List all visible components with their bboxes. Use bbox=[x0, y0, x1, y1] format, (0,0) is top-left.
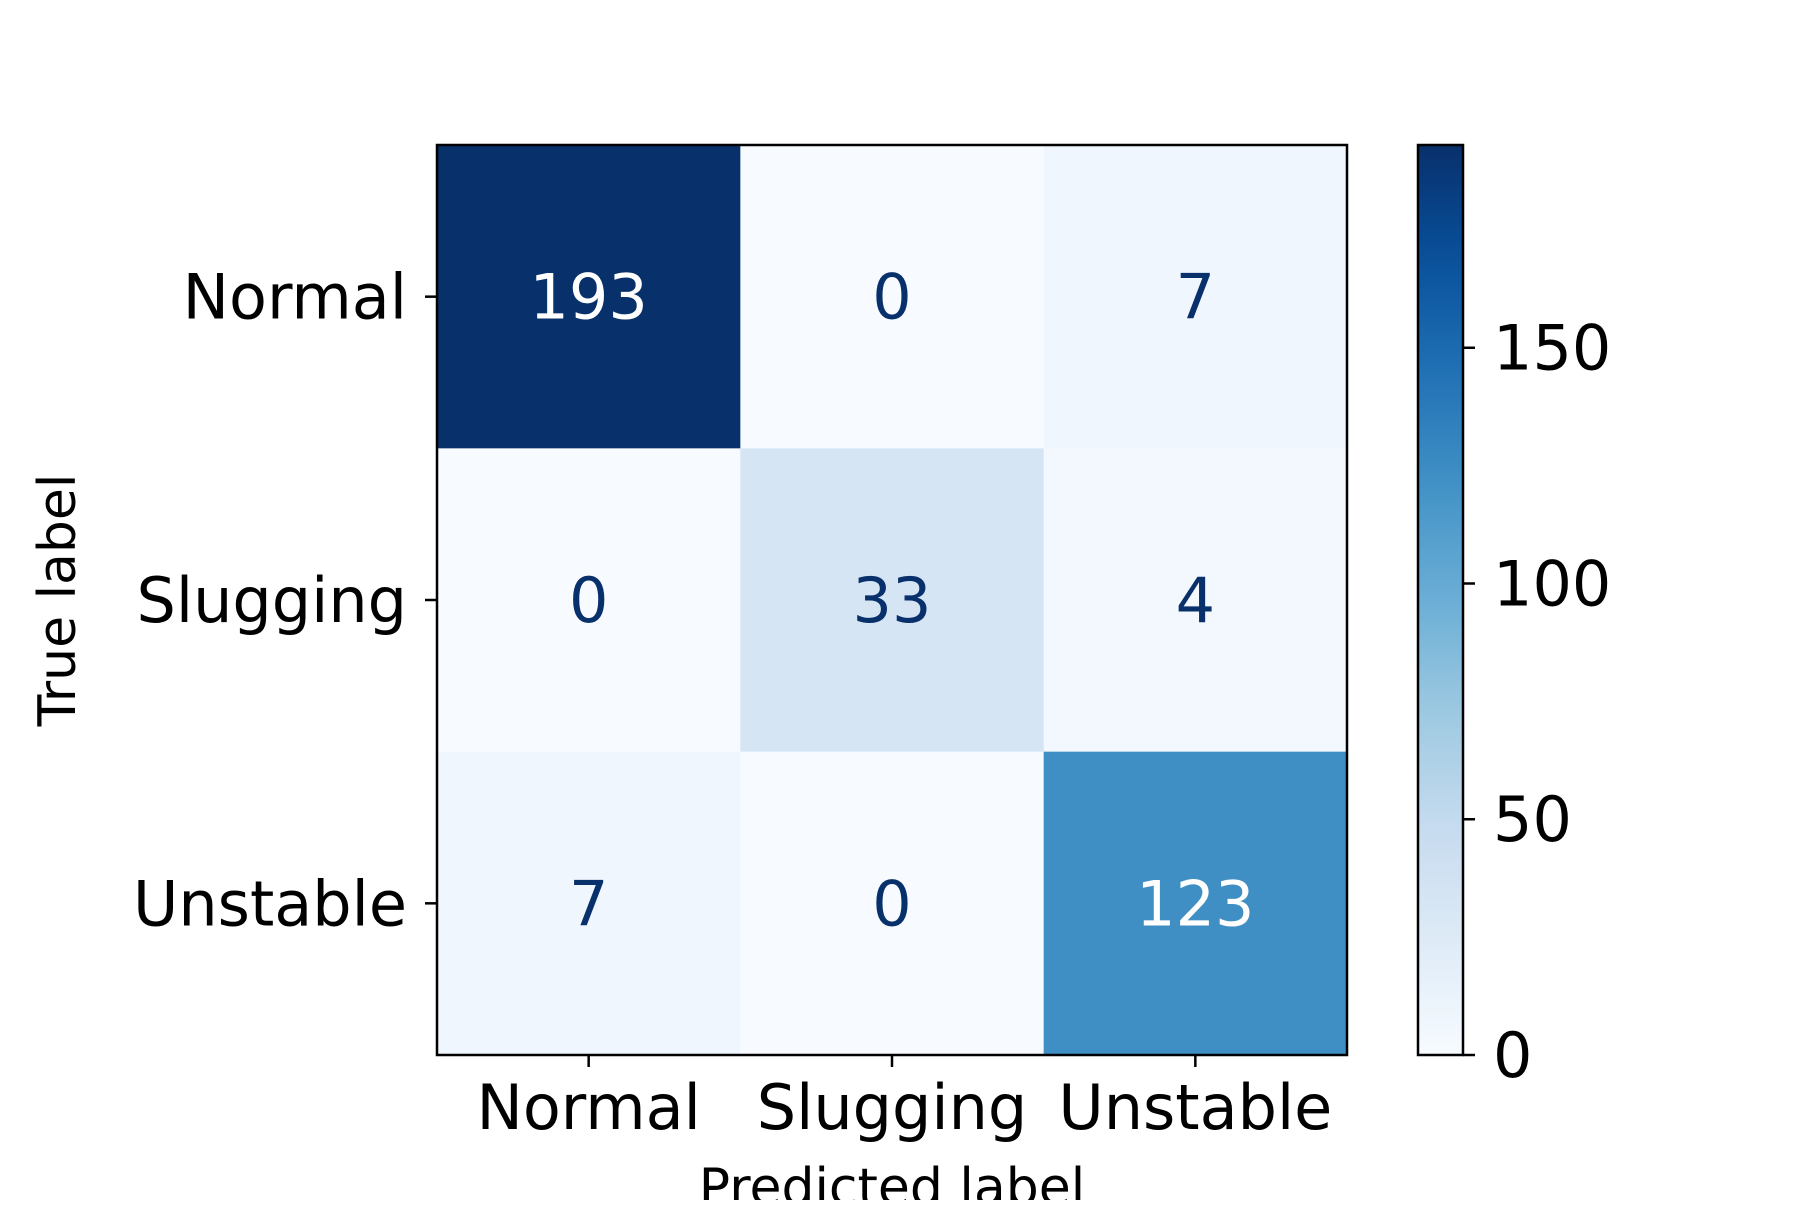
heatmap-cell bbox=[740, 751, 1045, 1056]
cell-value-label: 0 bbox=[569, 564, 608, 637]
heatmap-cell bbox=[437, 145, 741, 449]
x-tick-label: Normal bbox=[477, 1071, 701, 1144]
colorbar bbox=[1416, 143, 1465, 1057]
colorbar-tick-label: 100 bbox=[1493, 547, 1611, 620]
cell-value-label: 33 bbox=[853, 564, 932, 637]
y-tick-label: Normal bbox=[183, 261, 407, 334]
y-tick-label: Unstable bbox=[133, 867, 407, 940]
heatmap-cell bbox=[437, 751, 741, 1056]
cell-value-label: 0 bbox=[872, 261, 911, 334]
cell-value-label: 4 bbox=[1176, 564, 1215, 637]
x-axis-label: Predicted label bbox=[699, 1158, 1085, 1200]
colorbar-ticks: 0 50 100 150 bbox=[1463, 312, 1611, 1092]
cell-value-label: 7 bbox=[1176, 261, 1215, 334]
heatmap-cell bbox=[1043, 448, 1348, 753]
x-axis: Normal Slugging Unstable bbox=[477, 1055, 1332, 1144]
cell-value-label: 7 bbox=[569, 867, 608, 940]
cell-value-label: 193 bbox=[529, 261, 647, 334]
cell-value-label: 0 bbox=[872, 867, 911, 940]
y-tick-label: Slugging bbox=[137, 564, 407, 637]
heatmap-cell bbox=[437, 448, 741, 753]
heatmap-cell bbox=[740, 448, 1045, 753]
heatmap-cell bbox=[1043, 145, 1348, 449]
x-tick-label: Unstable bbox=[1058, 1071, 1332, 1144]
colorbar-tick-label: 50 bbox=[1493, 783, 1572, 856]
heatmap-cell bbox=[740, 145, 1045, 449]
heatmap-cell-labels: 193 0 7 0 33 4 7 0 123 bbox=[529, 261, 1254, 941]
colorbar-tick-label: 150 bbox=[1493, 312, 1611, 385]
colorbar-tick-label: 0 bbox=[1493, 1019, 1532, 1092]
cell-value-label: 123 bbox=[1136, 867, 1254, 940]
heatmap-cell bbox=[1043, 751, 1348, 1056]
heatmap-cells bbox=[437, 145, 1348, 1056]
y-axis-label: True label bbox=[28, 474, 88, 728]
y-axis: Normal Slugging Unstable bbox=[133, 261, 437, 940]
x-tick-label: Slugging bbox=[757, 1071, 1027, 1144]
